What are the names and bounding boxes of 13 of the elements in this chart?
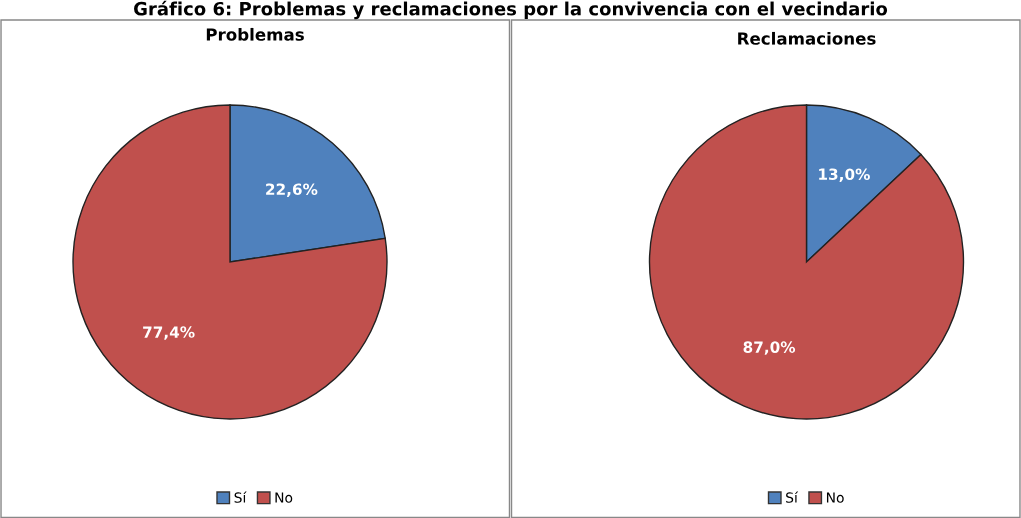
data-label: 13,0% [819,168,870,182]
data-label: 77,4% [143,326,195,340]
text: Gráfico 6: Problemas y reclamaciones por la convivencia con el vecindario [134,0,888,20]
legend-label: Sí [786,491,799,503]
pie-slice [72,104,388,420]
legend-label: No [275,492,293,503]
data-label: 22,6% [266,183,318,197]
chart-title: Reclamaciones [738,31,876,45]
pie-slice [648,104,965,420]
legend-label: Sí [234,491,247,503]
legend-label: No [826,492,844,503]
chart-title: Problemas [206,27,304,41]
data-label: 87,0% [743,341,796,355]
